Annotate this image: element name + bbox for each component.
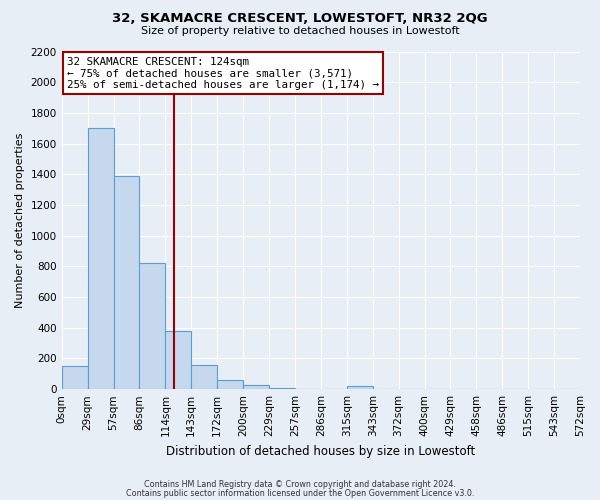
- Bar: [166, 331, 191, 389]
- Text: 32 SKAMACRE CRESCENT: 124sqm
← 75% of detached houses are smaller (3,571)
25% of: 32 SKAMACRE CRESCENT: 124sqm ← 75% of de…: [67, 56, 379, 90]
- X-axis label: Distribution of detached houses by size in Lowestoft: Distribution of detached houses by size …: [166, 444, 475, 458]
- Bar: [139, 264, 166, 389]
- Bar: [217, 380, 243, 389]
- Text: Contains HM Land Registry data © Crown copyright and database right 2024.: Contains HM Land Registry data © Crown c…: [144, 480, 456, 489]
- Bar: [62, 366, 88, 389]
- Bar: [269, 388, 295, 389]
- Text: Size of property relative to detached houses in Lowestoft: Size of property relative to detached ho…: [140, 26, 460, 36]
- Bar: [191, 364, 217, 389]
- Text: 32, SKAMACRE CRESCENT, LOWESTOFT, NR32 2QG: 32, SKAMACRE CRESCENT, LOWESTOFT, NR32 2…: [112, 12, 488, 26]
- Bar: [113, 176, 139, 389]
- Y-axis label: Number of detached properties: Number of detached properties: [15, 132, 25, 308]
- Text: Contains public sector information licensed under the Open Government Licence v3: Contains public sector information licen…: [126, 488, 474, 498]
- Bar: [243, 386, 269, 389]
- Bar: [88, 128, 113, 389]
- Bar: [347, 386, 373, 389]
